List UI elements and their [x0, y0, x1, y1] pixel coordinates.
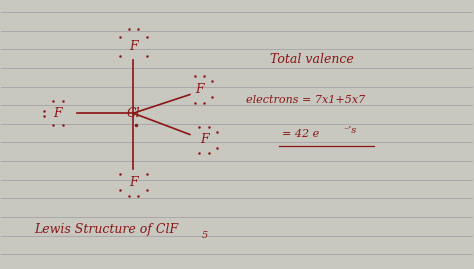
Text: ⁻’s: ⁻’s: [343, 126, 356, 135]
Text: electrons = 7x1+5x7: electrons = 7x1+5x7: [246, 95, 365, 105]
Text: F: F: [129, 40, 137, 53]
Text: = 42 e: = 42 e: [282, 129, 319, 140]
Text: Total valence: Total valence: [270, 54, 354, 66]
Text: F: F: [54, 107, 62, 120]
Text: Cl: Cl: [127, 107, 140, 120]
Text: F: F: [195, 83, 204, 96]
Text: F: F: [129, 176, 137, 189]
Text: 5: 5: [201, 231, 208, 240]
Text: F: F: [200, 133, 209, 146]
Text: Lewis Structure of ClF: Lewis Structure of ClF: [35, 222, 179, 235]
